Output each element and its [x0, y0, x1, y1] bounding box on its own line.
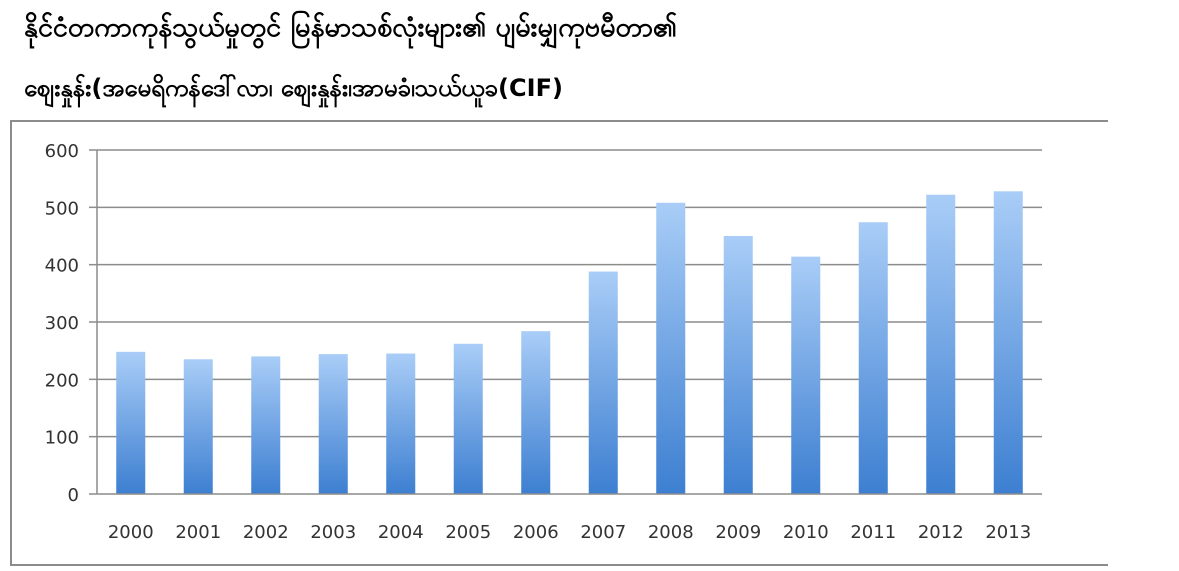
bar-2001 — [183, 359, 213, 494]
y-tick-label: 0 — [68, 485, 79, 506]
bar-2010 — [791, 256, 821, 494]
bars — [116, 191, 1023, 494]
y-tick-label: 400 — [45, 256, 79, 277]
bar-2011 — [858, 222, 888, 494]
y-tick-label: 600 — [45, 141, 79, 162]
bar-2007 — [588, 271, 618, 494]
bar-2003 — [318, 354, 348, 494]
y-tick-label: 200 — [45, 370, 79, 391]
bar-2005 — [453, 343, 483, 494]
x-tick-label: 2000 — [108, 522, 154, 543]
bar-2006 — [521, 331, 551, 494]
y-tick-label: 300 — [45, 313, 79, 334]
chart-title-line-1: နိုင်ငံတကာကုန်သွယ်မှုတွင် မြန်မာသစ်လုံးမ… — [24, 12, 677, 43]
x-tick-label: 2011 — [850, 522, 896, 543]
x-tick-label: 2013 — [985, 522, 1031, 543]
bar-2002 — [251, 356, 281, 494]
x-tick-label: 2006 — [513, 522, 559, 543]
x-tick-label: 2009 — [715, 522, 761, 543]
bar-2013 — [993, 191, 1023, 494]
x-tick-label: 2004 — [378, 522, 424, 543]
y-tick-label: 100 — [45, 428, 79, 449]
x-tick-label: 2003 — [310, 522, 356, 543]
x-tick-label: 2007 — [580, 522, 626, 543]
x-tick-label: 2005 — [445, 522, 491, 543]
x-tick-label: 2010 — [783, 522, 829, 543]
x-tick-label: 2012 — [918, 522, 964, 543]
x-tick-label: 2002 — [243, 522, 289, 543]
y-tick-label: 500 — [45, 198, 79, 219]
x-tick-label: 2001 — [175, 522, 221, 543]
bar-chart: 0 100 200 300 400 500 600 2000 2001 2002 2003 2004 2… — [45, 141, 1042, 543]
x-tick-label: 2008 — [648, 522, 694, 543]
chart-title-line-2: စျေးနှုန်း(အမေရိကန်ဒေါ်လာ၊ စျေးနှုန်း၊အာ… — [24, 74, 563, 102]
bar-2009 — [723, 236, 753, 494]
bar-2012 — [926, 194, 956, 494]
bar-2004 — [386, 353, 416, 494]
chart-frame: 0 100 200 300 400 500 600 2000 2001 2002 2003 2004 2… — [10, 120, 1108, 566]
bar-2000 — [116, 351, 146, 494]
axes: 0 100 200 300 400 500 600 2000 2001 2002 2003 2004 2… — [45, 141, 1042, 543]
bar-2008 — [656, 202, 686, 494]
gridlines — [97, 149, 1042, 438]
